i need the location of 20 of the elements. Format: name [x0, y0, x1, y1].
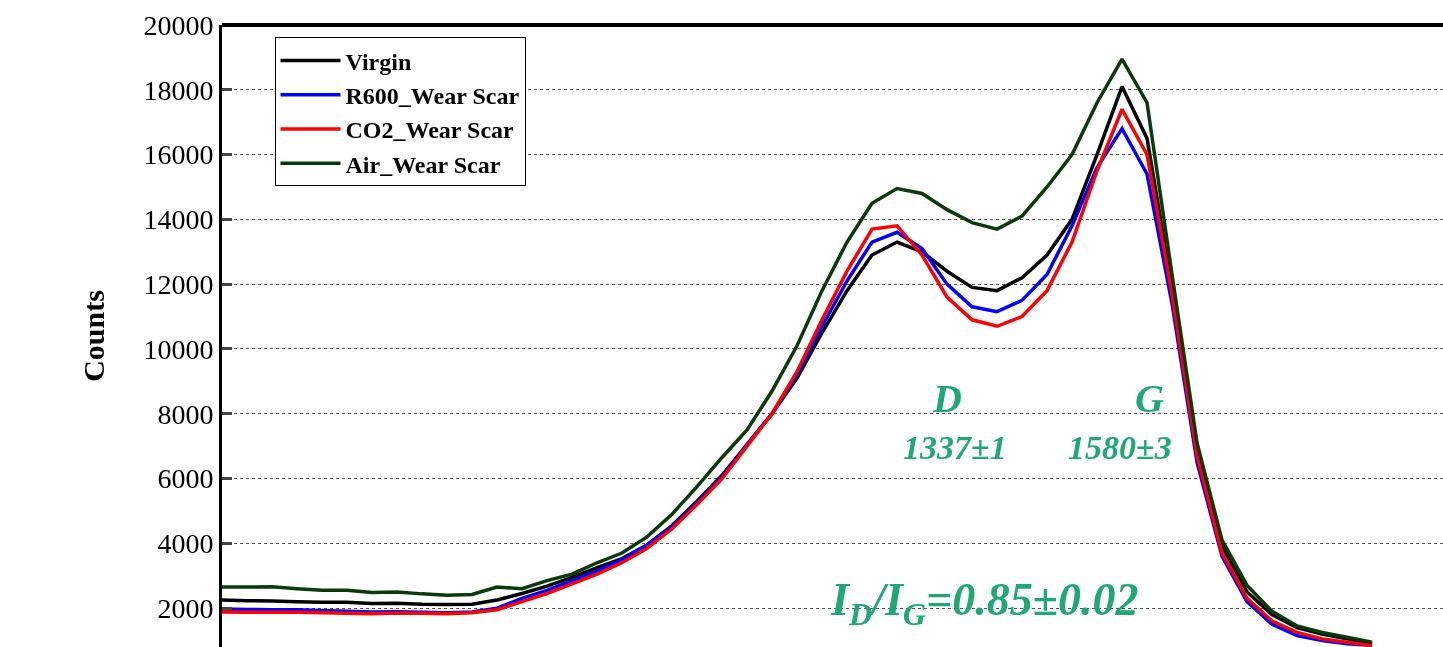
annotation: 1337±1	[903, 429, 1007, 466]
legend-label: Air_Wear Scar	[345, 151, 501, 178]
y-tick-label: 8000	[157, 398, 214, 430]
annotation: D	[932, 376, 962, 421]
y-tick-label: 16000	[143, 139, 214, 171]
legend-label: Virgin	[345, 48, 412, 75]
y-tick-label: 18000	[143, 74, 214, 106]
y-tick-label: 20000	[143, 9, 214, 41]
y-tick-label: 6000	[157, 463, 214, 495]
y-tick-label: 12000	[143, 268, 214, 300]
y-tick-label: 4000	[157, 528, 214, 560]
y-tick-label: 10000	[143, 333, 214, 365]
annotation: I$_{D}$/I$_{G}$=0.85±0.02	[830, 574, 1139, 632]
legend-label: CO2_Wear Scar	[345, 117, 515, 144]
y-axis-title: Counts	[77, 290, 111, 382]
annotation: 1580±3	[1068, 429, 1172, 466]
y-tick-label: 2000	[157, 592, 214, 624]
y-tick-label: 14000	[143, 204, 214, 236]
legend-label: R600_Wear Scar	[345, 83, 520, 110]
annotation: G	[1135, 376, 1164, 421]
